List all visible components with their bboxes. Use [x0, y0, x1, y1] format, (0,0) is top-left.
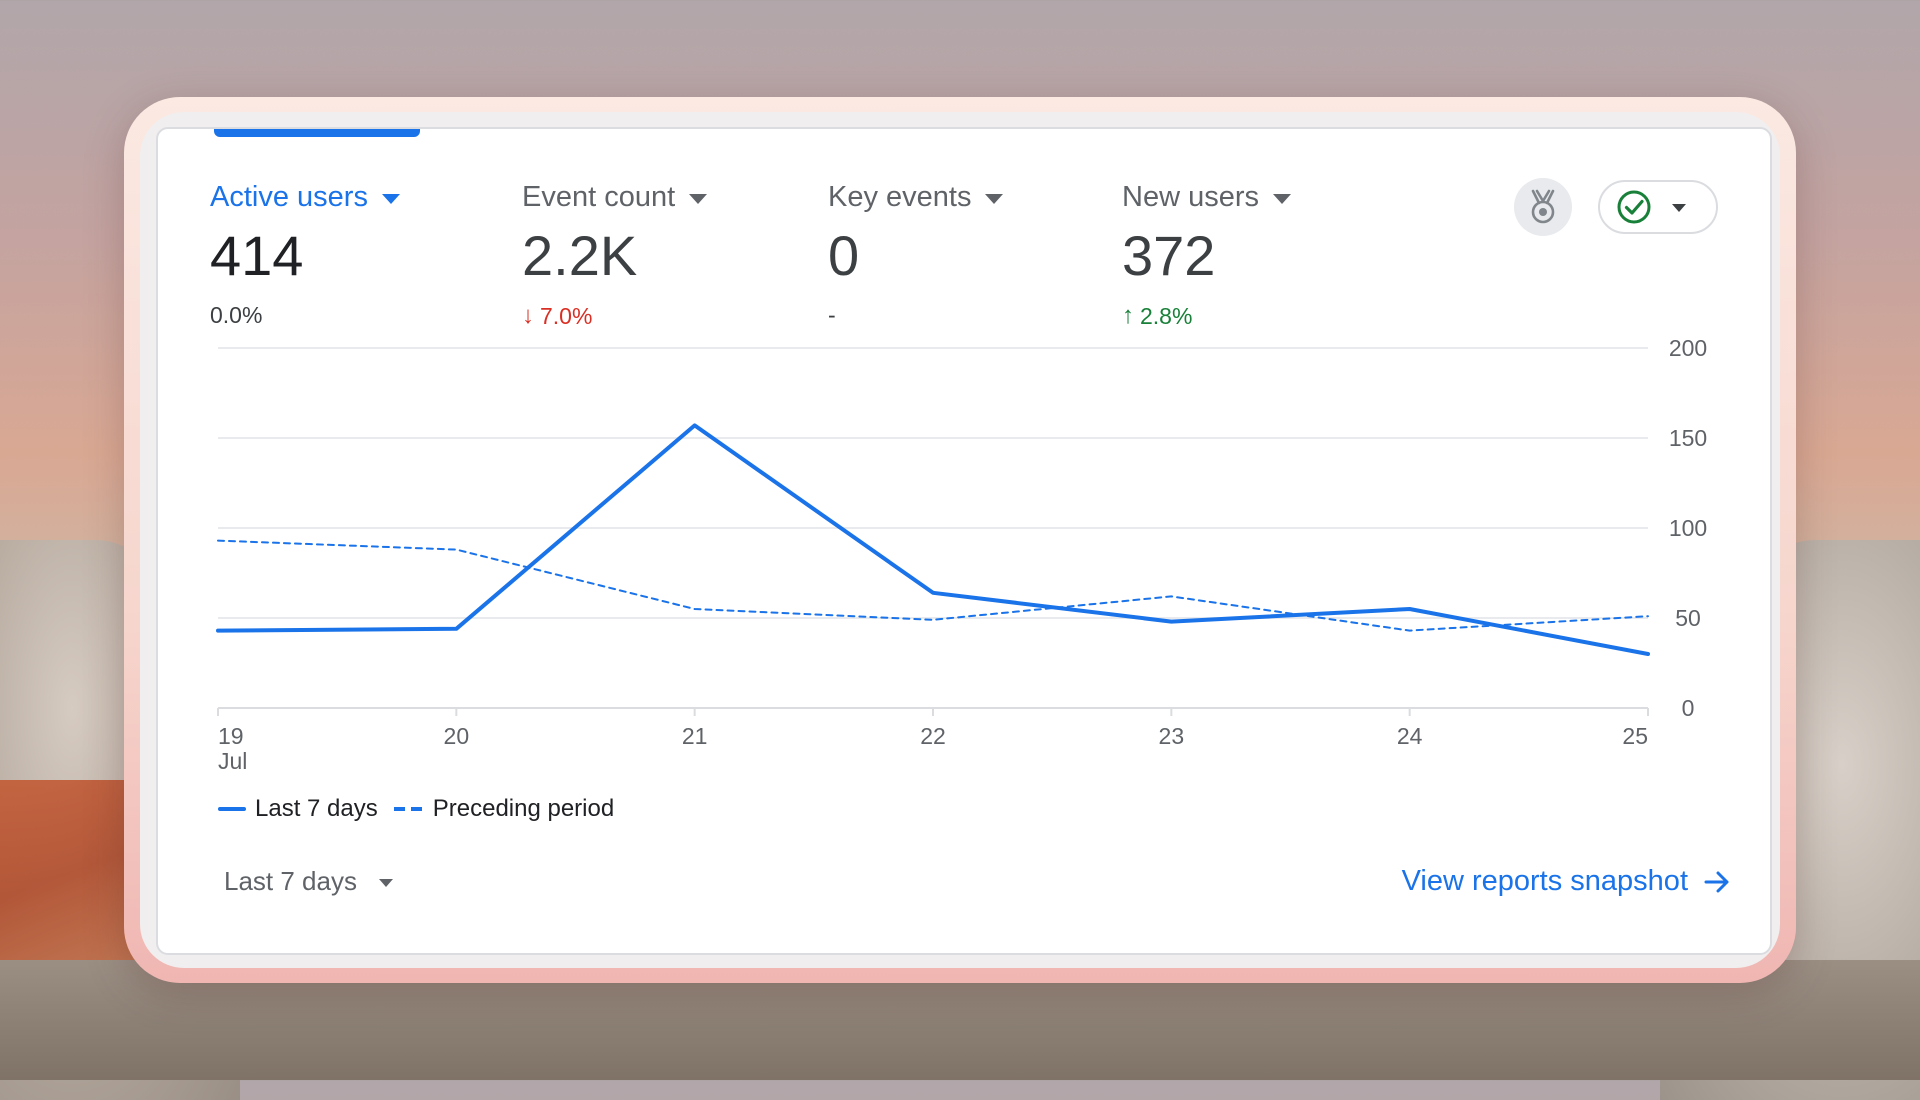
- active-metric-indicator: [214, 129, 420, 137]
- y-tick-label: 200: [1669, 335, 1707, 361]
- status-dropdown[interactable]: [1598, 180, 1718, 234]
- metric-change-value: 7.0%: [540, 303, 592, 330]
- metric-new-users[interactable]: New users 372 ↑ 2.8%: [1122, 181, 1291, 330]
- metric-label: New users: [1122, 181, 1259, 214]
- y-tick-label: 0: [1682, 695, 1695, 721]
- chart-legend: Last 7 days Preceding period: [218, 795, 614, 823]
- date-range-label: Last 7 days: [224, 866, 357, 897]
- metric-event-count[interactable]: Event count 2.2K ↓ 7.0%: [522, 181, 707, 330]
- metric-change-value: -: [828, 302, 836, 329]
- x-tick-label: 20: [444, 723, 470, 749]
- x-tick-label: 22: [920, 723, 946, 749]
- metric-label: Active users: [210, 181, 368, 214]
- x-tick-label: 19: [218, 723, 244, 749]
- metric-change: -: [828, 302, 1003, 329]
- legend-solid-line: [218, 807, 246, 811]
- metric-value: 372: [1122, 228, 1291, 284]
- x-tick-label: 23: [1159, 723, 1185, 749]
- y-tick-label: 150: [1669, 425, 1707, 451]
- view-reports-snapshot-link[interactable]: View reports snapshot: [1402, 865, 1730, 898]
- chevron-down-icon: [1672, 204, 1686, 212]
- metric-change-value: 2.8%: [1140, 303, 1192, 330]
- metric-change: ↑ 2.8%: [1122, 302, 1291, 330]
- x-tick-label: 21: [682, 723, 708, 749]
- metric-value: 2.2K: [522, 228, 707, 284]
- x-tick-label: 25: [1622, 723, 1648, 749]
- metric-value: 414: [210, 228, 400, 284]
- caret-down-icon: [382, 194, 400, 204]
- legend-series-current: Last 7 days: [255, 795, 378, 823]
- insights-button[interactable]: [1514, 178, 1572, 236]
- metric-label: Event count: [522, 181, 675, 214]
- analytics-card: Active users 414 0.0% Event count 2.2K ↓…: [156, 127, 1772, 955]
- x-axis-month-label: Jul: [218, 748, 247, 774]
- metric-label: Key events: [828, 181, 971, 214]
- metric-key-events[interactable]: Key events 0 -: [828, 181, 1003, 329]
- metric-value: 0: [828, 228, 1003, 284]
- y-tick-label: 50: [1675, 605, 1701, 631]
- view-reports-label: View reports snapshot: [1402, 865, 1688, 898]
- arrow-right-icon: [1704, 869, 1730, 895]
- metric-change: 0.0%: [210, 302, 400, 329]
- caret-down-icon: [689, 194, 707, 204]
- medal-icon: [1526, 189, 1560, 225]
- chevron-down-icon: [379, 879, 393, 887]
- metric-active-users[interactable]: Active users 414 0.0%: [210, 181, 400, 329]
- caret-down-icon: [985, 194, 1003, 204]
- series-line-last-7-days: [218, 425, 1648, 654]
- metric-change-value: 0.0%: [210, 302, 262, 329]
- legend-series-previous: Preceding period: [433, 795, 614, 823]
- arrow-down-icon: ↓: [522, 302, 534, 330]
- legend-dashed-line: [394, 807, 422, 811]
- date-range-dropdown[interactable]: Last 7 days: [224, 866, 393, 897]
- metric-change: ↓ 7.0%: [522, 302, 707, 330]
- caret-down-icon: [1273, 194, 1291, 204]
- y-tick-label: 100: [1669, 515, 1707, 541]
- x-tick-label: 24: [1397, 723, 1423, 749]
- check-circle-icon: [1616, 189, 1652, 225]
- series-line-preceding-period: [218, 541, 1648, 631]
- arrow-up-icon: ↑: [1122, 302, 1134, 330]
